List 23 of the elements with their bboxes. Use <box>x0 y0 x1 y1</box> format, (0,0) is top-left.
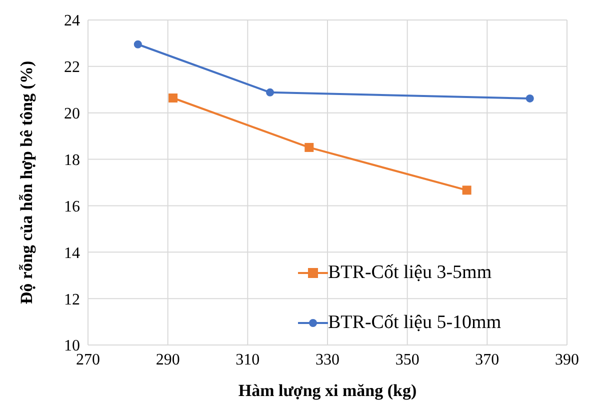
x-axis-title: Hàm lượng xi măng (kg) <box>238 381 417 400</box>
legend-label: BTR-Cốt liệu 5-10mm <box>328 312 502 334</box>
point <box>462 186 472 195</box>
x-tick-label: 290 <box>156 351 180 368</box>
x-tick-label: 330 <box>316 351 340 368</box>
y-tick-label: 22 <box>64 59 80 76</box>
point <box>168 94 178 102</box>
y-tick-label: 20 <box>64 106 80 123</box>
y-tick-label: 14 <box>64 244 80 262</box>
x-tick-label: 370 <box>475 351 500 368</box>
x-tick-label: 310 <box>236 351 260 368</box>
point <box>304 142 314 152</box>
point <box>526 94 534 102</box>
y-tick-label: 12 <box>64 291 80 308</box>
y-tick-label: 24 <box>64 12 80 30</box>
legend-label: BTR-Cốt liệu 3-5mm <box>328 262 492 284</box>
point <box>266 88 274 96</box>
x-tick-label: 390 <box>555 351 579 368</box>
point <box>134 40 142 48</box>
y-tick-label: 18 <box>64 152 80 169</box>
y-tick-label: 16 <box>64 198 80 216</box>
x-tick-label: 350 <box>395 351 420 368</box>
y-axis-title: Độ rỗng của hỗn hợp bê tông (%) <box>17 60 36 304</box>
